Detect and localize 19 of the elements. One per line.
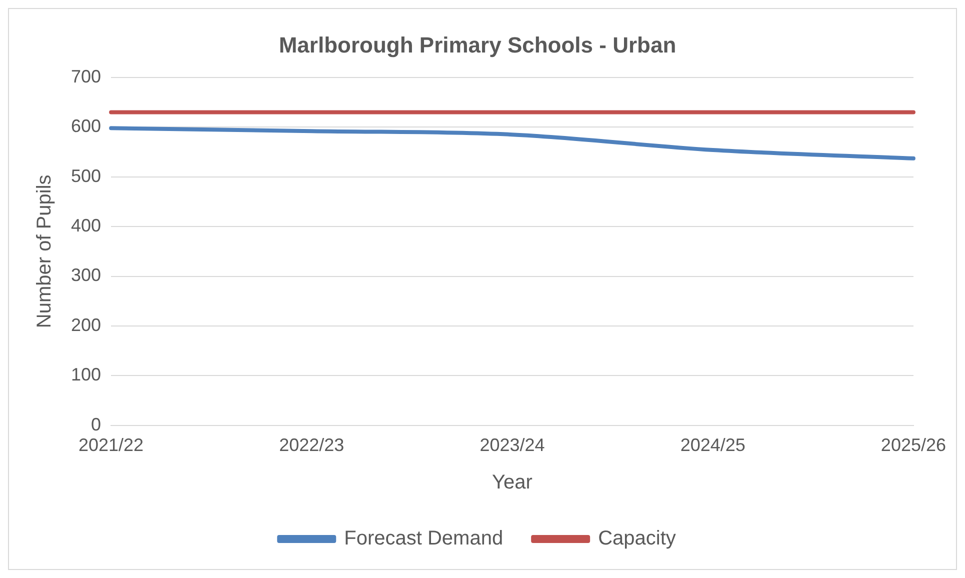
x-tick-label: 2021/22 — [78, 435, 144, 456]
y-tick-label: 600 — [70, 116, 102, 136]
y-tick-label: 400 — [70, 216, 102, 236]
legend-label: Capacity — [598, 528, 676, 550]
legend-label: Forecast Demand — [344, 528, 504, 550]
y-axis-title: Number of Pupils — [34, 174, 56, 328]
line-series — [109, 126, 916, 160]
x-tick-label: 2025/26 — [880, 435, 946, 456]
y-tick-label: 500 — [70, 166, 102, 186]
x-tick-label: 2023/24 — [480, 435, 545, 456]
x-axis-title: Year — [492, 472, 533, 494]
y-tick-label: 200 — [70, 314, 102, 335]
y-tick-label: 700 — [70, 66, 102, 86]
y-tick-label: 300 — [70, 265, 102, 286]
x-tick-label: 2024/25 — [680, 435, 746, 456]
y-tick-label: 100 — [70, 364, 102, 385]
chart-title: Marlborough Primary Schools - Urban — [278, 32, 676, 58]
y-tick-label: 0 — [91, 414, 102, 434]
x-tick-label: 2022/23 — [279, 435, 344, 456]
